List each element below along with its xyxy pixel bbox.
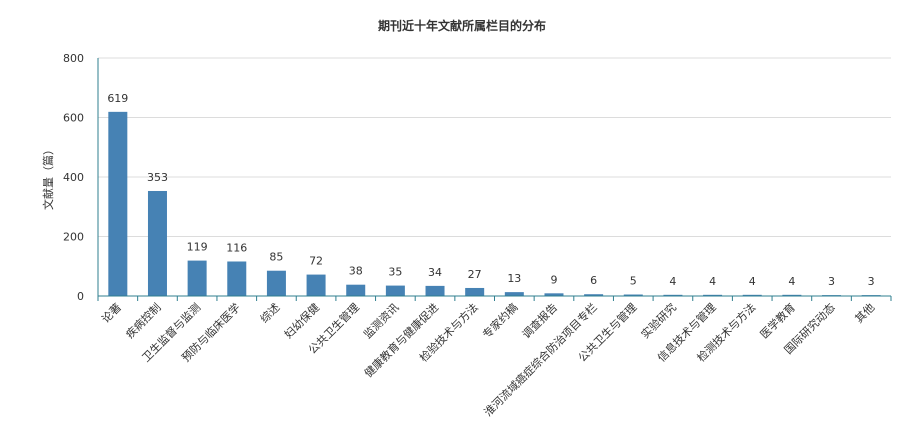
y-axis-label: 文献量（篇） bbox=[41, 144, 55, 210]
data-label: 6 bbox=[590, 274, 597, 287]
x-tick-label: 监测资讯 bbox=[361, 301, 401, 341]
data-label: 3 bbox=[828, 275, 835, 288]
bar bbox=[147, 190, 167, 296]
data-label: 34 bbox=[428, 266, 442, 279]
data-label: 4 bbox=[669, 275, 676, 288]
bar bbox=[266, 270, 286, 296]
bar bbox=[663, 294, 683, 296]
data-label: 72 bbox=[309, 255, 323, 268]
data-label: 4 bbox=[749, 275, 756, 288]
x-tick-label: 妇幼保健 bbox=[281, 300, 322, 341]
bar bbox=[346, 284, 366, 296]
x-tick-label: 调查报告 bbox=[519, 300, 560, 341]
data-label: 3 bbox=[868, 275, 875, 288]
x-tick-label: 实验研究 bbox=[638, 300, 679, 341]
data-label: 85 bbox=[269, 251, 283, 264]
x-tick-label: 综述 bbox=[257, 300, 282, 325]
data-label: 119 bbox=[187, 241, 208, 254]
x-tick-label: 论著 bbox=[98, 300, 123, 325]
data-label: 13 bbox=[507, 272, 521, 285]
data-label: 38 bbox=[349, 265, 363, 278]
data-label: 35 bbox=[388, 266, 402, 279]
data-label: 5 bbox=[630, 275, 637, 288]
x-tick-label: 医学教育 bbox=[757, 300, 798, 341]
bar bbox=[385, 285, 405, 296]
data-label: 619 bbox=[107, 92, 128, 105]
bar bbox=[742, 294, 762, 296]
x-tick-label: 疾病控制 bbox=[123, 300, 164, 341]
data-labels: 619 353 119 116 85 72 38 35 34 27 13 9 6 5 4 4 4 4 3 3 bbox=[107, 92, 874, 288]
bars bbox=[108, 111, 881, 296]
chart-title: 期刊近十年文献所属栏目的分布 bbox=[378, 18, 546, 33]
y-tick-label: 600 bbox=[63, 112, 84, 125]
grid-lines bbox=[98, 57, 891, 237]
bar bbox=[108, 111, 128, 296]
bar bbox=[504, 292, 524, 296]
data-label: 27 bbox=[468, 268, 482, 281]
y-axis-ticks: 0 200 400 600 800 bbox=[63, 52, 84, 303]
bar bbox=[227, 261, 247, 296]
data-label: 9 bbox=[550, 273, 557, 286]
data-label: 4 bbox=[788, 275, 795, 288]
bar bbox=[425, 285, 445, 296]
bar bbox=[187, 260, 207, 296]
bar bbox=[623, 294, 643, 296]
x-tick-label: 健康教育与健康促进 bbox=[361, 300, 441, 380]
x-tick-label: 专家约稿 bbox=[479, 300, 520, 341]
bar bbox=[306, 274, 326, 296]
y-tick-label: 200 bbox=[63, 231, 84, 244]
bar bbox=[782, 294, 802, 296]
y-tick-label: 0 bbox=[77, 290, 84, 303]
data-label: 4 bbox=[709, 275, 716, 288]
bar bbox=[544, 293, 564, 296]
bar bbox=[703, 294, 723, 296]
bar bbox=[584, 294, 604, 296]
x-tick-label: 其他 bbox=[853, 301, 878, 326]
bar bbox=[465, 287, 485, 296]
data-label: 116 bbox=[226, 241, 247, 254]
y-tick-label: 800 bbox=[63, 52, 84, 65]
data-label: 353 bbox=[147, 171, 168, 184]
y-tick-label: 400 bbox=[63, 171, 84, 184]
